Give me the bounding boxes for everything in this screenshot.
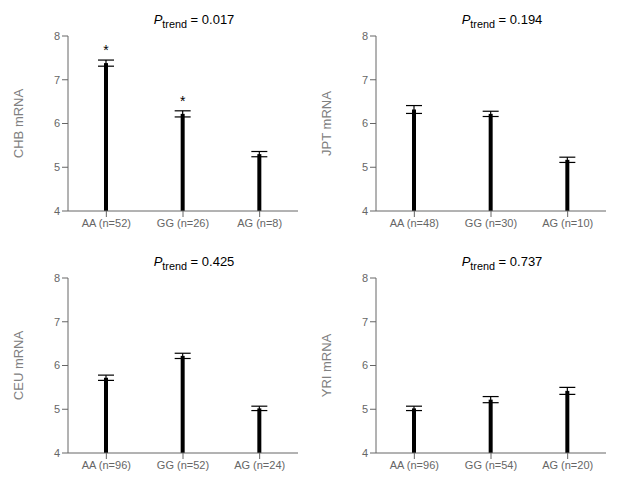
svg-text:6: 6 — [362, 117, 368, 129]
svg-text:7: 7 — [54, 74, 60, 86]
svg-text:6: 6 — [54, 117, 60, 129]
svg-text:6: 6 — [362, 359, 368, 371]
svg-text:CHB mRNA: CHB mRNA — [11, 89, 26, 159]
svg-text:8: 8 — [54, 30, 60, 42]
html-text:Ptrend= 0.017: Ptrend= 0.017 — [153, 12, 235, 30]
svg-text:4: 4 — [362, 205, 368, 217]
svg-text:4: 4 — [54, 447, 60, 459]
svg-text:7: 7 — [54, 316, 60, 328]
svg-text:CEU mRNA: CEU mRNA — [11, 331, 26, 401]
svg-text:AA (n=96): AA (n=96) — [82, 459, 131, 471]
svg-text:GG (n=30): GG (n=30) — [465, 217, 517, 229]
svg-text:5: 5 — [362, 403, 368, 415]
svg-text:5: 5 — [54, 161, 60, 173]
svg-text:GG (n=52): GG (n=52) — [157, 459, 209, 471]
svg-text:4: 4 — [54, 205, 60, 217]
svg-text:AG (n=8): AG (n=8) — [237, 217, 282, 229]
svg-text:GG (n=54): GG (n=54) — [465, 459, 517, 471]
svg-text:7: 7 — [362, 316, 368, 328]
svg-text:4: 4 — [362, 447, 368, 459]
svg-text:8: 8 — [362, 30, 368, 42]
svg-text:*: * — [103, 42, 109, 58]
svg-text:5: 5 — [362, 161, 368, 173]
svg-text:AA (n=96): AA (n=96) — [390, 459, 439, 471]
svg-text:8: 8 — [362, 272, 368, 284]
svg-text:JPT mRNA: JPT mRNA — [319, 91, 334, 156]
svg-text:5: 5 — [54, 403, 60, 415]
svg-text:AG (n=10): AG (n=10) — [542, 217, 593, 229]
svg-text:AA (n=48): AA (n=48) — [390, 217, 439, 229]
html-text:Ptrend= 0.737: Ptrend= 0.737 — [461, 254, 543, 272]
svg-text:AG (n=24): AG (n=24) — [234, 459, 285, 471]
svg-text:6: 6 — [54, 359, 60, 371]
svg-text:AA (n=52): AA (n=52) — [82, 217, 131, 229]
svg-text:AG (n=20): AG (n=20) — [542, 459, 593, 471]
svg-text:7: 7 — [362, 74, 368, 86]
html-text:Ptrend= 0.194: Ptrend= 0.194 — [461, 12, 543, 30]
svg-text:8: 8 — [54, 272, 60, 284]
svg-text:YRI mRNA: YRI mRNA — [319, 333, 334, 397]
svg-text:*: * — [180, 93, 186, 109]
svg-text:GG (n=26): GG (n=26) — [157, 217, 209, 229]
html-text:Ptrend= 0.425: Ptrend= 0.425 — [153, 254, 235, 272]
